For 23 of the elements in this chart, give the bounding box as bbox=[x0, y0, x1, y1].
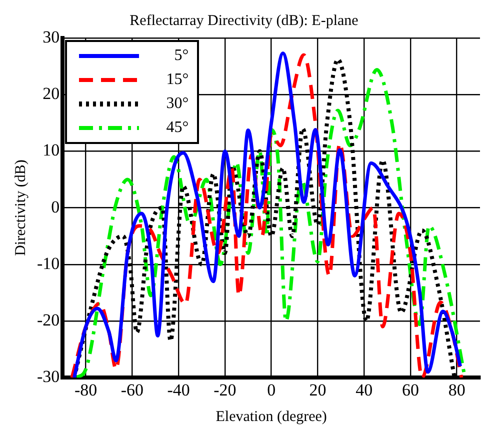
y-tick-label: -20 bbox=[36, 310, 60, 330]
legend-label: 5° bbox=[173, 47, 189, 65]
x-axis-title: Elevation (degree) bbox=[216, 408, 327, 425]
x-tick-label: 60 bbox=[402, 380, 419, 400]
x-tick-label: 40 bbox=[356, 380, 373, 400]
x-tick-label: 20 bbox=[309, 380, 326, 400]
y-tick-label: 10 bbox=[42, 140, 60, 160]
x-tick-label: 80 bbox=[448, 380, 466, 400]
y-axis-title: Directivity (dB) bbox=[12, 160, 29, 256]
y-tick-label: 20 bbox=[42, 84, 60, 104]
y-tick-label: 30 bbox=[42, 27, 60, 46]
x-tick-label: 0 bbox=[267, 380, 276, 400]
legend-label: 30° bbox=[165, 95, 189, 113]
chart-title: Reflectarray Directivity (dB): E-plane bbox=[130, 12, 359, 29]
y-tick-label: 0 bbox=[51, 197, 60, 216]
x-tick-label: -60 bbox=[120, 380, 144, 400]
legend-label: 45° bbox=[165, 119, 189, 137]
legend-label: 15° bbox=[165, 71, 189, 89]
x-tick-label: -40 bbox=[167, 380, 190, 400]
y-tick-label: -10 bbox=[36, 254, 60, 273]
x-tick-label: -20 bbox=[214, 380, 236, 400]
y-tick-label: -30 bbox=[36, 367, 60, 386]
x-tick-label: -80 bbox=[74, 380, 98, 400]
